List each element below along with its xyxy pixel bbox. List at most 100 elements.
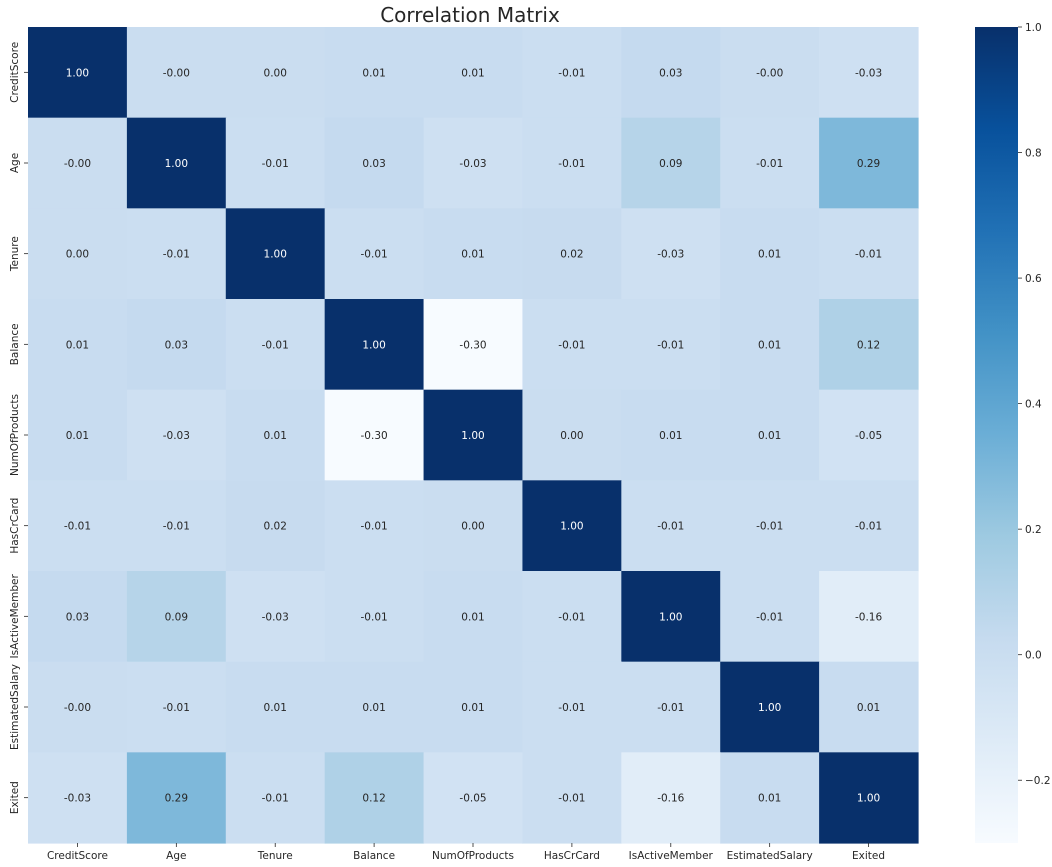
colorbar-tick-label: 0.8 xyxy=(1025,148,1042,160)
x-tick-label: Tenure xyxy=(257,850,293,862)
cell-value-label: -0.01 xyxy=(361,611,388,623)
cell-value-label: 0.01 xyxy=(264,702,287,714)
heatmap-cell-4-6 xyxy=(621,389,721,481)
heatmap-cell-0-2 xyxy=(225,27,326,119)
colorbar-gradient xyxy=(975,27,1018,843)
heatmap-cell-3-2 xyxy=(225,299,326,391)
cell-value-label: 0.12 xyxy=(857,339,880,351)
cell-value-label: 0.01 xyxy=(461,67,484,79)
cell-value-label: 0.01 xyxy=(461,702,484,714)
x-tick-label: CreditScore xyxy=(47,850,108,862)
cell-value-label: -0.16 xyxy=(657,793,684,805)
y-tick-label: EstimatedSalary xyxy=(9,664,21,750)
heatmap-cell-5-3 xyxy=(324,480,425,572)
colorbar-tick-label: 0.6 xyxy=(1025,273,1042,285)
cell-value-label: 0.01 xyxy=(264,430,287,442)
heatmap-cell-1-8 xyxy=(819,117,919,209)
heatmap-cell-3-8 xyxy=(819,299,919,391)
cell-value-label: -0.01 xyxy=(558,702,585,714)
y-axis: CreditScore Age Tenure Balance NumOfProducts… xyxy=(9,42,28,814)
heatmap-cell-8-2 xyxy=(225,752,326,844)
cell-value-label: 0.01 xyxy=(66,339,89,351)
cell-value-label: 0.01 xyxy=(362,702,385,714)
colorbar-tick-label: 1.0 xyxy=(1025,22,1042,34)
cell-value-label: 0.03 xyxy=(165,339,188,351)
cell-value-label: 0.01 xyxy=(758,430,781,442)
cell-value-label: -0.03 xyxy=(262,611,289,623)
chart-title: Correlation Matrix xyxy=(380,3,560,27)
heatmap-cell-4-0 xyxy=(28,389,128,481)
x-tick-label: Age xyxy=(166,850,186,862)
heatmap-cell-0-6 xyxy=(621,27,721,119)
y-tick-label: HasCrCard xyxy=(9,498,21,554)
heatmap-cell-4-4 xyxy=(423,389,524,481)
x-tick-label: NumOfProducts xyxy=(432,850,514,862)
heatmap-cell-7-3 xyxy=(324,661,425,753)
heatmap-cell-6-1 xyxy=(126,571,227,663)
cell-value-label: 1.00 xyxy=(857,793,880,805)
cell-value-label: -0.01 xyxy=(657,702,684,714)
heatmap-cell-0-7 xyxy=(720,27,820,119)
heatmap-cell-4-1 xyxy=(126,389,227,481)
cell-value-label: 1.00 xyxy=(560,521,583,533)
heatmap-cell-0-4 xyxy=(423,27,524,119)
cell-value-label: 0.03 xyxy=(362,158,385,170)
heatmap-cell-labels: 1.00 -0.00 0.00 0.01 0.01 -0.01 0.03 -0.00 -0.03… xyxy=(64,67,883,804)
heatmap-cell-2-1 xyxy=(126,208,227,300)
cell-value-label: 0.01 xyxy=(362,67,385,79)
cell-value-label: 1.00 xyxy=(66,67,89,79)
heatmap-cell-1-6 xyxy=(621,117,721,209)
y-tick-label: Tenure xyxy=(9,236,21,272)
heatmap-cell-0-8 xyxy=(819,27,919,119)
heatmap-cell-1-7 xyxy=(720,117,820,209)
heatmap-cell-8-0 xyxy=(28,752,128,844)
heatmap-cell-7-4 xyxy=(423,661,524,753)
cell-value-label: -0.01 xyxy=(262,339,289,351)
heatmap-cell-7-0 xyxy=(28,661,128,753)
colorbar-tick-label: 0.4 xyxy=(1025,399,1042,411)
cell-value-label: -0.01 xyxy=(756,521,783,533)
cell-value-label: -0.03 xyxy=(459,158,486,170)
cell-value-label: 1.00 xyxy=(165,158,188,170)
heatmap-cell-2-3 xyxy=(324,208,425,300)
cell-value-label: -0.01 xyxy=(558,611,585,623)
cell-value-label: 0.01 xyxy=(758,793,781,805)
cell-value-label: 0.00 xyxy=(66,249,89,261)
cell-value-label: -0.01 xyxy=(262,158,289,170)
x-tick-label: HasCrCard xyxy=(544,850,600,862)
cell-value-label: -0.03 xyxy=(657,249,684,261)
heatmap-cell-6-8 xyxy=(819,571,919,663)
cell-value-label: -0.01 xyxy=(163,249,190,261)
cell-value-label: -0.01 xyxy=(855,521,882,533)
cell-value-label: -0.01 xyxy=(657,339,684,351)
cell-value-label: 0.02 xyxy=(264,521,287,533)
cell-value-label: 0.01 xyxy=(758,249,781,261)
heatmap-cell-6-0 xyxy=(28,571,128,663)
y-tick-label: NumOfProducts xyxy=(9,394,21,476)
cell-value-label: -0.01 xyxy=(163,702,190,714)
cell-value-label: -0.01 xyxy=(262,793,289,805)
heatmap-cell-0-1 xyxy=(126,27,227,119)
heatmap-cell-3-1 xyxy=(126,299,227,391)
heatmap-cell-6-6 xyxy=(621,571,721,663)
heatmap-cell-3-3 xyxy=(324,299,425,391)
heatmap-cells xyxy=(28,27,919,844)
cell-value-label: 0.00 xyxy=(560,430,583,442)
cell-value-label: 1.00 xyxy=(758,702,781,714)
heatmap-cell-5-8 xyxy=(819,480,919,572)
cell-value-label: 0.00 xyxy=(264,67,287,79)
cell-value-label: -0.00 xyxy=(64,158,91,170)
heatmap-cell-6-7 xyxy=(720,571,820,663)
heatmap-cell-8-1 xyxy=(126,752,227,844)
cell-value-label: -0.01 xyxy=(756,611,783,623)
colorbar: −0.2 0.0 0.2 0.4 0.6 0.8 1.0 xyxy=(975,22,1051,843)
cell-value-label: 0.01 xyxy=(758,339,781,351)
cell-value-label: 0.00 xyxy=(461,521,484,533)
heatmap-cell-7-7 xyxy=(720,661,820,753)
cell-value-label: -0.01 xyxy=(558,158,585,170)
cell-value-label: -0.16 xyxy=(855,611,882,623)
heatmap-cell-7-5 xyxy=(522,661,622,753)
heatmap-cell-5-6 xyxy=(621,480,721,572)
heatmap-cell-7-6 xyxy=(621,661,721,753)
